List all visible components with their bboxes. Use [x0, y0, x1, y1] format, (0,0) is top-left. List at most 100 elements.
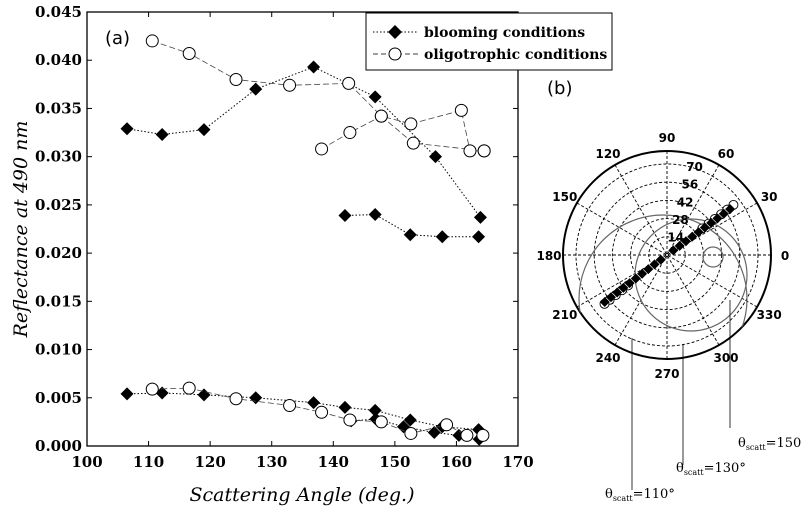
data-point — [368, 90, 382, 104]
x-tick-label: 150 — [379, 453, 410, 471]
theta-symbol: θ — [605, 487, 613, 502]
polar-data-point-filled — [649, 259, 660, 270]
series-1 — [338, 208, 486, 244]
contour-150 — [702, 246, 724, 268]
x-tick-label: 130 — [256, 453, 287, 471]
polar-angle-label: 210 — [552, 308, 577, 322]
data-point — [315, 142, 329, 156]
polar-grid — [562, 150, 772, 360]
data-point — [307, 396, 321, 410]
y-axis-label: Reflectance at 490 nm — [10, 121, 32, 339]
polar-radial-label: 56 — [681, 178, 698, 192]
legend-marker-blooming — [388, 25, 402, 39]
series-2 — [120, 386, 486, 437]
polar-data-point-filled — [718, 208, 729, 219]
x-axis: 100 110 120 130 140 150 160 170 — [71, 12, 534, 471]
polar-radial-label: 14 — [667, 230, 684, 244]
legend-marker-oligotrophic — [388, 47, 402, 61]
y-tick-label: 0.015 — [35, 292, 82, 310]
data-point — [283, 78, 297, 92]
x-tick-label: 160 — [441, 453, 472, 471]
y-tick-label: 0.035 — [35, 99, 82, 117]
data-point — [283, 398, 297, 412]
data-point — [229, 73, 243, 87]
legend-item-oligotrophic: oligotrophic conditions — [373, 47, 607, 63]
panel-a-label: (a) — [105, 28, 130, 49]
polar-data-point-filled — [637, 268, 648, 279]
data-point — [145, 382, 159, 396]
data-point — [403, 228, 417, 242]
theta-symbol: θ — [676, 461, 684, 476]
series-6 — [145, 381, 490, 442]
series-line — [152, 40, 485, 152]
data-point — [428, 150, 442, 164]
data-point — [427, 425, 441, 439]
y-tick-label: 0.000 — [35, 437, 82, 455]
data-point — [463, 144, 477, 158]
theta-subscript: scatt — [684, 468, 705, 477]
data-point — [249, 391, 263, 405]
data-point — [120, 122, 134, 136]
data-point — [368, 403, 382, 417]
polar-angle-label: 270 — [654, 367, 679, 381]
polar-data-point-filled — [599, 296, 610, 307]
observation-points — [599, 199, 739, 309]
contour-label: θscatt=130° — [676, 461, 746, 477]
polar-data-point-filled — [699, 222, 710, 233]
series-0 — [120, 60, 487, 224]
data-point — [406, 136, 420, 150]
data-point — [473, 210, 487, 224]
polar-data-point-filled — [687, 231, 698, 242]
theta-symbol: θ — [738, 436, 746, 451]
polar-data-point-filled — [668, 245, 679, 256]
data-point — [477, 144, 491, 158]
series-line — [126, 66, 481, 218]
y-tick-label: 0.010 — [35, 341, 82, 359]
y-axis: 0.000 0.005 0.010 0.015 0.020 0.025 0.030 0.035… — [35, 3, 518, 455]
polar-radial-label: 70 — [686, 160, 703, 174]
polar-data-point-filled — [624, 278, 635, 289]
y-tick-label: 0.045 — [35, 3, 82, 21]
data-point — [435, 230, 449, 244]
polar-angle-label: 120 — [595, 147, 620, 161]
theta-subscript: scatt — [613, 494, 634, 503]
data-point — [440, 418, 454, 432]
data-point — [197, 123, 211, 137]
polar-angle-label: 30 — [761, 190, 778, 204]
legend-item-blooming: blooming conditions — [373, 25, 585, 41]
theta-value: =150° — [766, 436, 801, 451]
data-point — [454, 103, 468, 117]
contour-110 — [578, 214, 748, 359]
data-point — [404, 426, 418, 440]
x-tick-label: 110 — [133, 453, 164, 471]
legend-label-oligotrophic: oligotrophic conditions — [424, 47, 607, 63]
series-line — [127, 392, 479, 431]
data-point — [155, 127, 169, 141]
polar-data-point-filled — [630, 273, 641, 284]
data-point — [338, 400, 352, 414]
polar-data-point-filled — [674, 240, 685, 251]
data-point — [404, 117, 418, 131]
polar-data-point-filled — [643, 264, 654, 275]
x-axis-label: Scattering Angle (deg.) — [189, 484, 414, 506]
legend: blooming conditions oligotrophic conditi… — [365, 12, 613, 71]
x-tick-label: 170 — [502, 453, 533, 471]
data-point — [342, 76, 356, 90]
data-point — [120, 387, 134, 401]
data-point — [343, 126, 357, 140]
x-tick-label: 100 — [71, 453, 102, 471]
y-tick-label: 0.020 — [35, 244, 82, 262]
theta-value: =110° — [633, 487, 675, 502]
plot-area — [86, 11, 519, 447]
polar-radial-ring — [593, 181, 741, 329]
data-point — [374, 415, 388, 429]
polar-angle-label: 330 — [757, 308, 782, 322]
polar-angle-label: 60 — [718, 147, 735, 161]
polar-radial-label: 42 — [677, 195, 694, 209]
theta-subscript: scatt — [746, 443, 767, 452]
data-point — [307, 60, 321, 74]
y-tick-label: 0.040 — [35, 51, 82, 69]
x-tick-label: 140 — [318, 453, 349, 471]
series-group — [120, 34, 491, 446]
